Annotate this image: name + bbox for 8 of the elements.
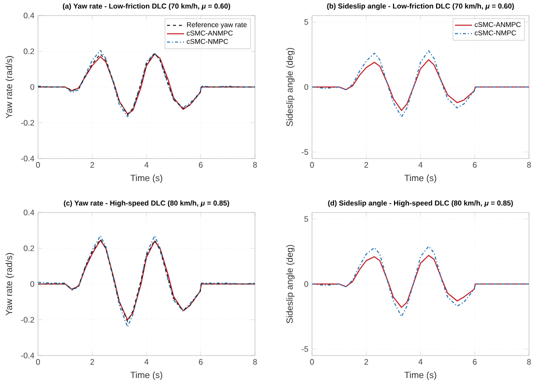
- y-axis-title: Yaw rate (rad/s): [6, 56, 14, 119]
- y-axis-title: Sideslip angle (deg): [286, 245, 295, 324]
- x-axis-title: Time (s): [404, 372, 436, 380]
- x-axis-title: Time (s): [130, 372, 162, 380]
- y-axis-title: Yaw rate (rad/s): [6, 253, 14, 316]
- x-axis-title: Time (s): [130, 174, 162, 184]
- x-axis-title: Time (s): [404, 174, 436, 184]
- y-axis-title: Sideslip angle (deg): [286, 48, 295, 126]
